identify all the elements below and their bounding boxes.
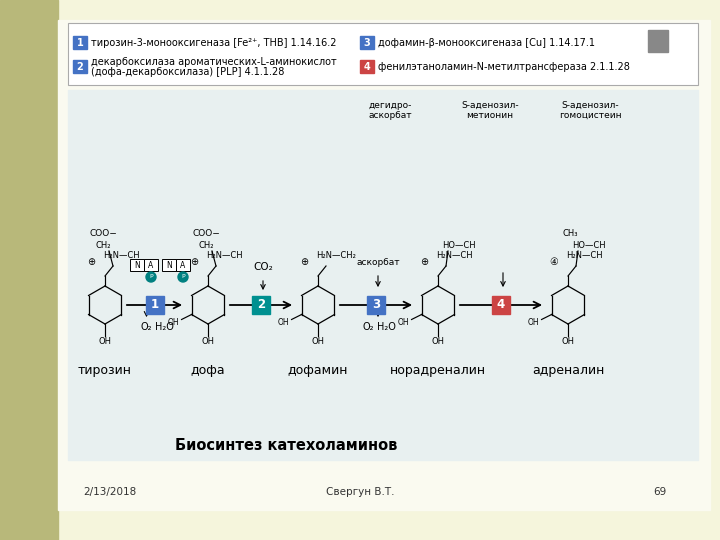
Bar <box>252 296 270 314</box>
Bar <box>144 259 158 271</box>
Text: ⊕: ⊕ <box>300 257 308 267</box>
Text: OH: OH <box>528 318 539 327</box>
Bar <box>68 90 698 460</box>
Text: фенилэтаноламин-N-метилтрансфераза 2.1.1.28: фенилэтаноламин-N-метилтрансфераза 2.1.1… <box>378 62 630 71</box>
Text: OH: OH <box>278 318 289 327</box>
Bar <box>360 60 374 73</box>
Bar <box>162 259 176 271</box>
Text: дегидро-: дегидро- <box>369 100 412 110</box>
Bar <box>367 296 385 314</box>
Text: HO—CH: HO—CH <box>442 241 476 251</box>
Text: A: A <box>181 260 186 269</box>
Text: дофамин: дофамин <box>288 364 348 377</box>
Text: тирозин: тирозин <box>78 364 132 377</box>
Text: ④: ④ <box>549 257 559 267</box>
Text: ⊕: ⊕ <box>420 257 428 267</box>
Text: 2: 2 <box>76 62 84 71</box>
Text: OH: OH <box>202 337 215 346</box>
Text: O₂: O₂ <box>140 322 152 332</box>
Text: дофа: дофа <box>191 364 225 377</box>
Text: O₂: O₂ <box>362 322 374 332</box>
Text: N: N <box>134 260 140 269</box>
Text: H₂O: H₂O <box>155 322 174 332</box>
Text: дофамин-β-монооксигеназа [Cu] 1.14.17.1: дофамин-β-монооксигеназа [Cu] 1.14.17.1 <box>378 37 595 48</box>
Text: H₂N—CH: H₂N—CH <box>566 252 603 260</box>
Text: 3: 3 <box>372 299 380 312</box>
Text: H₂N—CH: H₂N—CH <box>206 252 243 260</box>
Text: тирозин-3-монооксигеназа [Fe²⁺, THB] 1.14.16.2: тирозин-3-монооксигеназа [Fe²⁺, THB] 1.1… <box>91 37 336 48</box>
Text: декарбоксилаза ароматических-L-аминокислот: декарбоксилаза ароматических-L-аминокисл… <box>91 57 337 67</box>
Text: 2: 2 <box>257 299 265 312</box>
Text: HO—CH: HO—CH <box>572 241 606 251</box>
Text: CH₂: CH₂ <box>198 241 214 251</box>
Circle shape <box>178 272 188 282</box>
Text: Свергун В.Т.: Свергун В.Т. <box>325 487 395 497</box>
Text: OH: OH <box>99 337 112 346</box>
Text: H₂N—CH: H₂N—CH <box>436 252 472 260</box>
Text: 4: 4 <box>497 299 505 312</box>
Text: 3: 3 <box>364 37 370 48</box>
Text: 1: 1 <box>76 37 84 48</box>
Text: S-аденозил-: S-аденозил- <box>462 100 519 110</box>
Bar <box>145 296 163 314</box>
Text: Биосинтез катехоламинов: Биосинтез катехоламинов <box>175 437 397 453</box>
Text: норадреналин: норадреналин <box>390 364 486 377</box>
Text: OH: OH <box>398 318 410 327</box>
Bar <box>68 23 698 85</box>
Text: аскорбат: аскорбат <box>368 111 412 119</box>
Text: COO−: COO− <box>89 230 117 239</box>
Text: A: A <box>148 260 153 269</box>
Text: 4: 4 <box>364 62 370 71</box>
Text: CH₂: CH₂ <box>95 241 111 251</box>
Text: H₂O: H₂O <box>377 322 395 332</box>
Bar <box>73 36 87 49</box>
Bar <box>360 36 374 49</box>
Text: адреналин: адреналин <box>532 364 604 377</box>
Text: CO₂: CO₂ <box>253 262 273 272</box>
Text: N: N <box>166 260 172 269</box>
Text: ⊕: ⊕ <box>190 257 198 267</box>
Bar <box>648 30 668 52</box>
Bar <box>176 259 190 271</box>
Bar <box>492 296 510 314</box>
Text: P: P <box>149 274 153 280</box>
Bar <box>130 259 144 271</box>
Text: 1: 1 <box>150 299 158 312</box>
Text: OH: OH <box>168 318 179 327</box>
Text: CH₃: CH₃ <box>562 230 577 239</box>
Text: метионин: метионин <box>467 111 513 119</box>
Text: COO−: COO− <box>192 230 220 239</box>
Text: H₂N—CH: H₂N—CH <box>103 252 140 260</box>
Text: гомоцистеин: гомоцистеин <box>559 111 621 119</box>
Bar <box>73 60 87 73</box>
Text: H₂N—CH₂: H₂N—CH₂ <box>316 252 356 260</box>
Text: OH: OH <box>312 337 325 346</box>
Text: OH: OH <box>562 337 575 346</box>
Text: S-аденозил-: S-аденозил- <box>561 100 618 110</box>
Text: ⊕: ⊕ <box>87 257 95 267</box>
Text: 2/13/2018: 2/13/2018 <box>84 487 137 497</box>
Text: 69: 69 <box>653 487 667 497</box>
Text: (дофа-декарбоксилаза) [PLP] 4.1.1.28: (дофа-декарбоксилаза) [PLP] 4.1.1.28 <box>91 67 284 77</box>
Text: P: P <box>181 274 185 280</box>
Text: аскорбат: аскорбат <box>356 258 400 267</box>
Circle shape <box>146 272 156 282</box>
Text: OH: OH <box>431 337 444 346</box>
Bar <box>0 0 58 540</box>
